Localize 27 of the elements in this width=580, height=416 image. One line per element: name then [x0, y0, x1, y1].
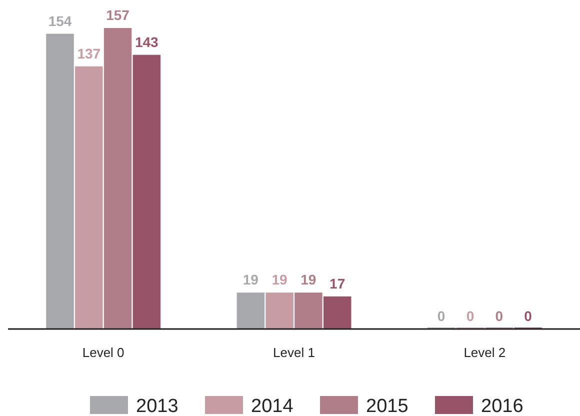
legend-label: 2016: [481, 396, 524, 416]
data-label: 0: [524, 308, 532, 324]
legend-label: 2014: [251, 396, 294, 416]
data-label: 157: [106, 7, 130, 23]
bar: [46, 34, 74, 329]
data-label: 19: [242, 272, 259, 288]
data-label: 19: [300, 272, 316, 288]
x-tick-label: Level 1: [273, 345, 315, 360]
bar: [75, 66, 103, 329]
data-label: 0: [437, 308, 446, 324]
bar: [104, 28, 132, 329]
bar: [132, 54, 161, 329]
data-label: 0: [466, 308, 474, 324]
data-label: 143: [134, 34, 159, 50]
legend-label: 2015: [366, 396, 408, 416]
data-label: 137: [77, 45, 101, 62]
data-label: 17: [330, 275, 346, 292]
bar: [294, 292, 322, 329]
data-label: 0: [495, 308, 504, 324]
data-label: 154: [48, 12, 72, 29]
x-tick-label: Level 2: [464, 345, 506, 360]
bar: [266, 292, 294, 329]
data-label: 19: [272, 272, 288, 288]
legend-label: 2013: [136, 396, 178, 416]
x-tick-label: Level 0: [82, 345, 124, 360]
bar: [323, 296, 352, 329]
bar: [236, 292, 265, 329]
